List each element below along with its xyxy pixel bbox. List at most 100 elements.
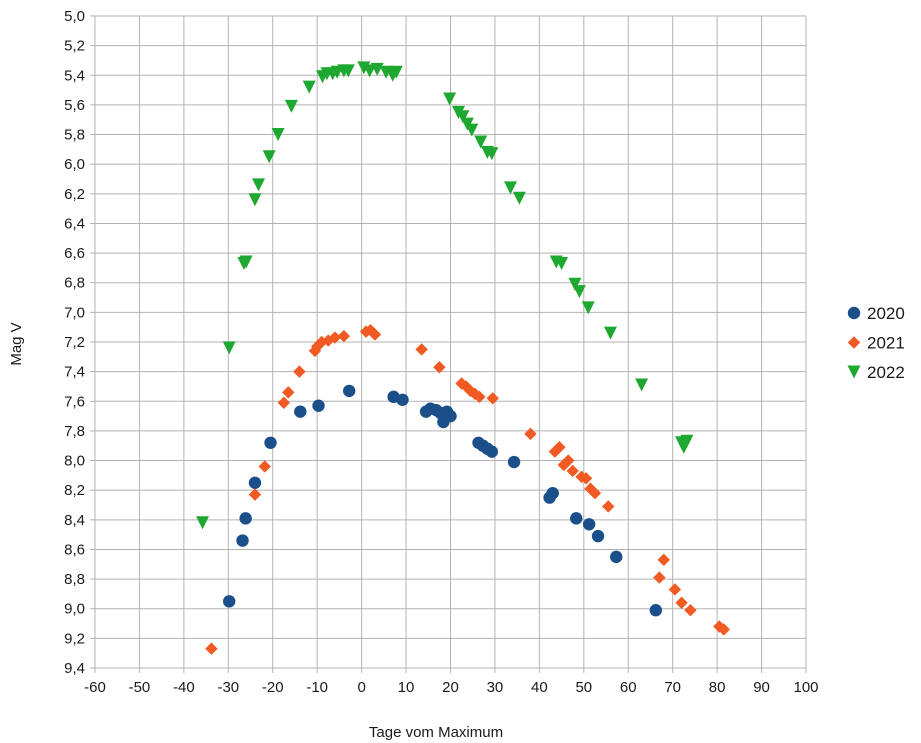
data-point-2022 bbox=[341, 64, 355, 78]
data-point-2020 bbox=[236, 534, 249, 547]
x-tick-label: 20 bbox=[442, 679, 459, 696]
data-point-2022 bbox=[474, 135, 488, 149]
data-point-2021 bbox=[553, 441, 566, 454]
y-tick-label: 7,8 bbox=[64, 423, 85, 440]
y-tick-label: 5,6 bbox=[64, 97, 85, 114]
data-point-2022 bbox=[271, 128, 285, 142]
data-point-2022 bbox=[581, 301, 595, 315]
data-point-2021 bbox=[675, 596, 688, 609]
data-point-2021 bbox=[248, 488, 262, 501]
y-tick-label: 5,4 bbox=[64, 67, 85, 84]
y-tick-label: 8,6 bbox=[64, 541, 85, 558]
x-tick-label: 50 bbox=[575, 679, 592, 696]
x-tick-label: 40 bbox=[531, 679, 548, 696]
data-point-2021 bbox=[486, 392, 499, 405]
data-point-2020 bbox=[649, 604, 663, 617]
data-point-2020 bbox=[570, 512, 583, 525]
data-point-2022 bbox=[555, 256, 569, 270]
data-point-2021 bbox=[277, 396, 291, 409]
data-point-2021 bbox=[713, 620, 726, 633]
data-point-2022 bbox=[465, 123, 479, 137]
data-point-2021 bbox=[205, 642, 218, 655]
x-axis-title: Tage vom Maximum bbox=[369, 724, 503, 741]
y-tick-label: 6,6 bbox=[64, 245, 85, 262]
data-point-2021 bbox=[524, 427, 537, 441]
legend-item-2021: 2021 bbox=[847, 334, 905, 353]
data-point-2021 bbox=[258, 460, 271, 473]
data-point-2022 bbox=[572, 285, 586, 299]
data-point-2021 bbox=[602, 500, 615, 513]
data-point-2022 bbox=[503, 181, 517, 195]
data-points bbox=[196, 61, 730, 655]
legend-label: 2022 bbox=[867, 363, 905, 382]
legend: 2020 2021 2022 bbox=[847, 304, 905, 382]
data-point-2021 bbox=[588, 486, 602, 500]
data-point-2021 bbox=[415, 343, 428, 356]
x-axis-ticks: -60 -50 -40 -30 -20 -10 0 10 20 30 40 50 60 70 80 90 100 bbox=[84, 668, 819, 696]
data-point-2022 bbox=[635, 378, 649, 392]
data-point-2022 bbox=[252, 178, 266, 192]
legend-item-2020: 2020 bbox=[847, 304, 905, 323]
y-tick-label: 7,2 bbox=[64, 334, 85, 351]
y-tick-label: 8,2 bbox=[64, 482, 85, 499]
y-tick-label: 7,6 bbox=[64, 393, 85, 410]
data-point-2022 bbox=[568, 277, 582, 291]
x-tick-label: -60 bbox=[84, 679, 106, 696]
data-point-2021 bbox=[717, 623, 730, 636]
legend-marker-2022 bbox=[847, 365, 861, 379]
data-point-2020 bbox=[264, 436, 277, 449]
y-tick-label: 5,0 bbox=[64, 8, 85, 25]
data-point-2022 bbox=[680, 434, 694, 448]
data-point-2020 bbox=[223, 595, 236, 608]
x-tick-label: 90 bbox=[753, 679, 770, 696]
series-2022 bbox=[196, 61, 694, 530]
data-point-2022 bbox=[603, 326, 617, 340]
legend-marker-2020 bbox=[847, 306, 861, 320]
legend-item-2022: 2022 bbox=[847, 363, 905, 382]
y-tick-label: 8,4 bbox=[64, 512, 85, 529]
data-point-2022 bbox=[239, 255, 253, 269]
data-point-2020 bbox=[591, 529, 605, 543]
data-point-2021 bbox=[562, 454, 575, 467]
data-point-2022 bbox=[485, 147, 499, 161]
data-point-2020 bbox=[444, 409, 457, 423]
x-tick-label: 100 bbox=[793, 679, 818, 696]
grid-lines bbox=[94, 15, 807, 669]
data-point-2020 bbox=[312, 399, 325, 412]
data-point-2020 bbox=[582, 518, 596, 531]
x-tick-label: 70 bbox=[664, 679, 681, 696]
data-point-2020 bbox=[239, 512, 252, 525]
x-tick-label: -50 bbox=[129, 679, 151, 696]
y-tick-label: 9,0 bbox=[64, 601, 85, 618]
y-tick-label: 5,2 bbox=[64, 38, 85, 55]
data-point-2020 bbox=[294, 405, 307, 418]
data-point-2021 bbox=[328, 331, 342, 344]
data-point-2022 bbox=[302, 80, 316, 94]
data-point-2021 bbox=[579, 472, 593, 485]
data-point-2021 bbox=[657, 553, 670, 567]
data-point-2021 bbox=[282, 386, 295, 399]
y-tick-label: 6,4 bbox=[64, 215, 85, 232]
data-point-2021 bbox=[684, 604, 697, 617]
series-2021 bbox=[205, 323, 730, 655]
data-point-2022 bbox=[196, 516, 210, 530]
data-point-2022 bbox=[222, 341, 236, 355]
x-tick-label: 60 bbox=[620, 679, 637, 696]
x-tick-label: 0 bbox=[357, 679, 365, 696]
data-point-2022 bbox=[443, 92, 457, 106]
data-point-2020 bbox=[248, 476, 262, 489]
data-point-2020 bbox=[507, 455, 521, 469]
data-point-2021 bbox=[368, 328, 382, 341]
y-tick-label: 9,4 bbox=[64, 660, 85, 677]
data-point-2022 bbox=[456, 110, 470, 124]
y-tick-label: 6,0 bbox=[64, 156, 85, 173]
y-axis-title: Mag V bbox=[8, 322, 25, 365]
data-point-2021 bbox=[293, 365, 306, 378]
x-tick-label: 80 bbox=[709, 679, 726, 696]
x-tick-label: -20 bbox=[262, 679, 284, 696]
data-point-2021 bbox=[433, 360, 446, 374]
y-tick-label: 8,0 bbox=[64, 453, 85, 470]
data-point-2020 bbox=[485, 445, 499, 458]
data-point-2020 bbox=[546, 486, 559, 500]
